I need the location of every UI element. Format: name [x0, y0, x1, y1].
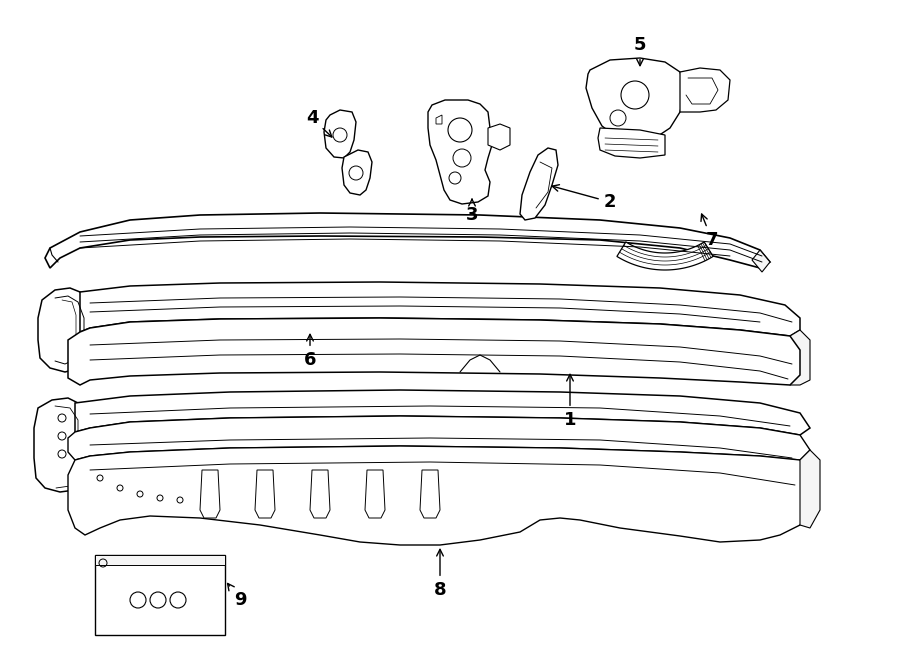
Polygon shape: [34, 398, 85, 492]
Polygon shape: [680, 68, 730, 112]
Polygon shape: [324, 110, 356, 158]
Text: 8: 8: [434, 549, 446, 599]
Text: 7: 7: [701, 214, 718, 249]
Text: 2: 2: [553, 184, 617, 211]
Polygon shape: [95, 555, 225, 565]
Polygon shape: [520, 148, 558, 220]
Polygon shape: [68, 446, 810, 545]
Polygon shape: [428, 100, 492, 204]
Polygon shape: [68, 318, 800, 385]
Polygon shape: [365, 470, 385, 518]
Polygon shape: [310, 470, 330, 518]
Text: 6: 6: [304, 334, 316, 369]
Polygon shape: [95, 555, 225, 635]
Text: 9: 9: [228, 584, 247, 609]
Polygon shape: [800, 450, 820, 528]
Polygon shape: [255, 470, 275, 518]
Polygon shape: [342, 150, 372, 195]
Polygon shape: [616, 242, 713, 270]
Polygon shape: [68, 416, 810, 460]
Polygon shape: [38, 288, 95, 372]
Text: 5: 5: [634, 36, 646, 65]
Polygon shape: [80, 282, 800, 336]
Polygon shape: [752, 250, 770, 272]
Text: 4: 4: [306, 109, 332, 137]
Polygon shape: [586, 58, 685, 142]
Polygon shape: [200, 470, 220, 518]
Polygon shape: [790, 330, 810, 385]
Text: 3: 3: [466, 200, 478, 224]
Text: 1: 1: [563, 374, 576, 429]
Polygon shape: [420, 470, 440, 518]
Polygon shape: [45, 213, 770, 268]
Polygon shape: [75, 390, 810, 435]
Polygon shape: [436, 115, 442, 124]
Polygon shape: [488, 124, 510, 150]
Polygon shape: [598, 128, 665, 158]
